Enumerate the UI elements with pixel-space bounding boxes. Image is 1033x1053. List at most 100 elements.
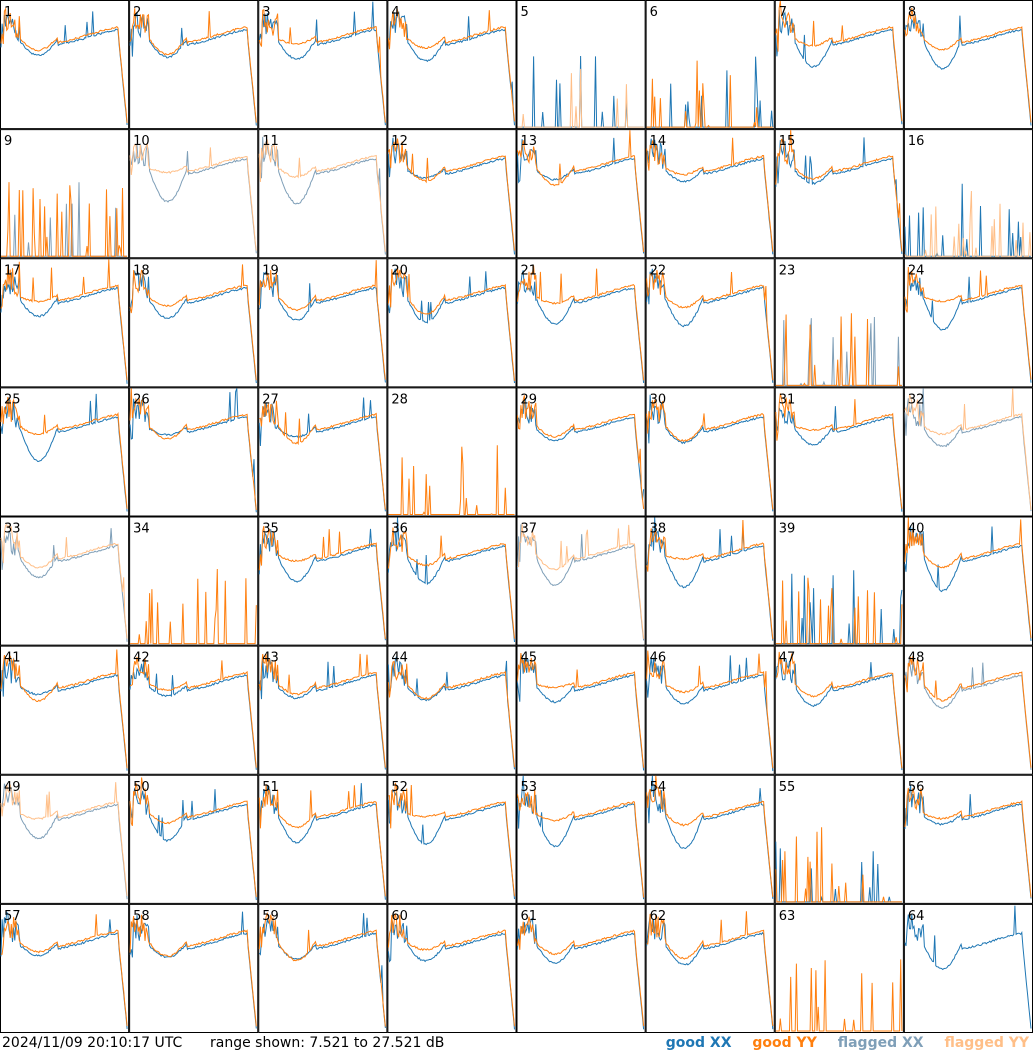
- series-yy-line: [904, 190, 1032, 257]
- panel-60: 60: [387, 903, 517, 1033]
- series-xx-line: [904, 905, 1032, 1029]
- panel-frame: [516, 774, 646, 904]
- series-yy-line: [258, 139, 386, 252]
- panel-39: 39: [774, 516, 904, 646]
- series-xx-line: [904, 525, 1032, 641]
- series-xx-line: [0, 528, 128, 642]
- series-yy-line: [904, 517, 1032, 639]
- series-yy-line: [129, 914, 257, 1027]
- panel-label: 53: [521, 780, 538, 795]
- panel-label: 32: [908, 392, 925, 407]
- panel-label: 4: [391, 5, 399, 20]
- series-xx-line: [517, 396, 645, 500]
- series-yy-line: [517, 916, 645, 1027]
- panel-label: 50: [133, 780, 150, 795]
- panel-44: 44: [387, 645, 517, 775]
- legend: good XX good YY flagged XX flagged YY: [650, 1033, 1029, 1053]
- panel-11: 11: [258, 129, 388, 259]
- panel-40: 40: [903, 516, 1033, 646]
- panel-label: 27: [262, 392, 279, 407]
- panel-frame: [774, 129, 904, 259]
- panel-27: 27: [258, 387, 388, 517]
- panel-36: 36: [387, 516, 517, 646]
- panel-label: 14: [650, 134, 667, 149]
- panel-3: 3: [258, 0, 388, 130]
- series-xx-line: [129, 787, 257, 901]
- series-xx-line: [258, 270, 386, 383]
- series-yy-line: [388, 445, 515, 517]
- series-yy-line: [517, 788, 645, 898]
- panel-10: 10: [129, 129, 259, 259]
- series-yy-line: [129, 656, 257, 768]
- panel-frame: [774, 387, 904, 517]
- panel-42: 42: [129, 645, 259, 775]
- panel-label: 47: [779, 651, 796, 666]
- series-xx-line: [258, 783, 386, 900]
- panel-64: 64: [903, 903, 1033, 1033]
- series-xx-line: [129, 911, 257, 1029]
- series-yy-line: [258, 525, 386, 640]
- series-yy-line: [646, 399, 774, 510]
- panel-frame: [258, 0, 388, 130]
- series-xx-line: [387, 517, 515, 643]
- panel-frame: [129, 774, 259, 904]
- series-xx-line: [517, 654, 645, 771]
- series-xx-line: [517, 775, 645, 900]
- panel-frame: [129, 129, 259, 259]
- series-xx-line: [775, 9, 903, 125]
- panel-label: 57: [4, 909, 21, 924]
- series-yy-line: [387, 527, 515, 639]
- series-yy-line: [775, 577, 903, 645]
- panel-16: 16: [903, 129, 1033, 259]
- panel-frame: [0, 774, 130, 904]
- panel-frame: [903, 258, 1033, 388]
- panel-59: 59: [258, 903, 388, 1033]
- panel-label: 55: [779, 780, 796, 795]
- series-yy-line: [517, 265, 645, 381]
- series-yy-line: [517, 395, 645, 509]
- series-xx-line: [646, 394, 774, 512]
- series-xx-line: [517, 270, 645, 383]
- panel-frame: [645, 903, 775, 1033]
- series-xx-line: [646, 655, 774, 772]
- series-xx-line: [129, 143, 257, 254]
- panel-frame: [774, 774, 904, 904]
- series-xx-line: [0, 657, 128, 771]
- series-yy-line: [775, 313, 902, 386]
- panel-label: 26: [133, 392, 150, 407]
- panel-frame: [129, 387, 259, 517]
- panel-54: 54: [645, 774, 775, 904]
- timestamp: 2024/11/09 20:10:17 UTC: [2, 1035, 183, 1051]
- panel-label: 45: [521, 651, 538, 666]
- series-yy-line: [904, 655, 1032, 768]
- series-yy-line: [775, 827, 902, 903]
- panel-46: 46: [645, 645, 775, 775]
- panel-frame: [516, 387, 646, 517]
- panel-label: 18: [133, 263, 150, 278]
- panel-frame: [387, 774, 517, 904]
- series-yy-line: [517, 130, 645, 253]
- series-yy-line: [775, 651, 903, 769]
- series-xx-line: [904, 14, 1032, 126]
- series-xx-line: [387, 918, 515, 1030]
- series-yy-line: [904, 388, 1032, 510]
- panel-24: 24: [903, 258, 1033, 388]
- series-xx-line: [646, 775, 774, 899]
- series-yy-line: [0, 7, 128, 123]
- panel-frame: [258, 258, 388, 388]
- panel-62: 62: [645, 903, 775, 1033]
- panel-1: 1: [0, 0, 130, 130]
- series-xx-line: [258, 136, 386, 255]
- panel-label: 15: [779, 134, 796, 149]
- panel-label: 30: [650, 392, 667, 407]
- panel-label: 61: [521, 909, 538, 924]
- panel-label: 37: [521, 522, 538, 537]
- panel-label: 42: [133, 651, 150, 666]
- panel-58: 58: [129, 903, 259, 1033]
- panel-label: 41: [4, 651, 21, 666]
- series-yy-line: [1, 914, 128, 1027]
- series-xx-line: [387, 656, 515, 770]
- series-xx-line: [258, 1, 386, 126]
- series-xx-line: [0, 910, 128, 1029]
- series-yy-line: [646, 650, 774, 769]
